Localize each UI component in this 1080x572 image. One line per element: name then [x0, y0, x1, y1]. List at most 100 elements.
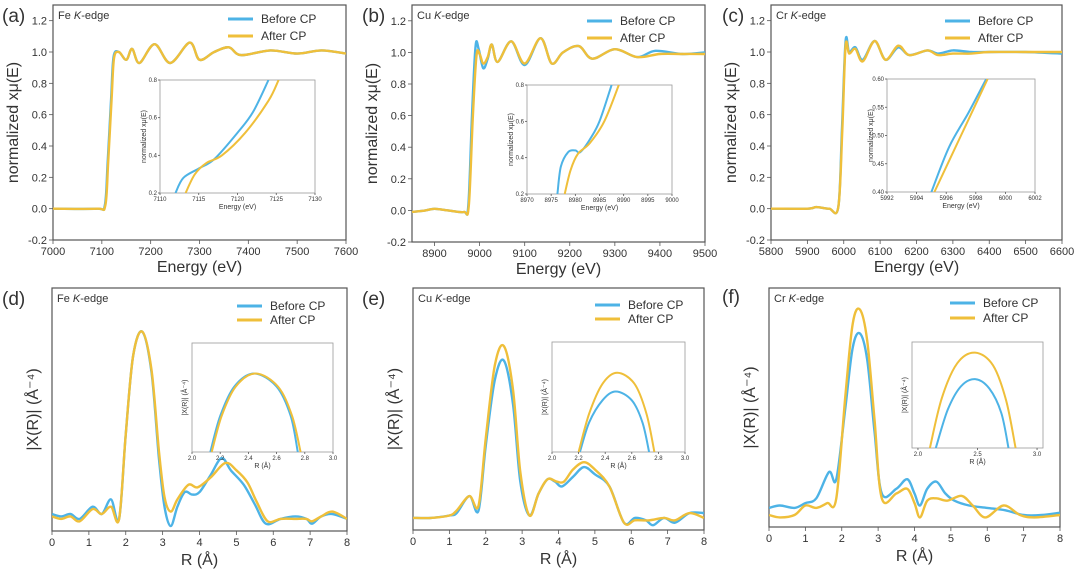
x-tick-label: 2.0	[188, 456, 197, 462]
x-tick-label: 6500	[1013, 246, 1037, 258]
x-tick-label: 9500	[693, 248, 717, 260]
y-tick-label: 0.8	[391, 79, 406, 91]
x-tick-label: 6	[628, 536, 634, 548]
x-tick-label: 5	[948, 533, 954, 545]
x-tick-label: 7200	[138, 246, 162, 258]
y-tick-label: 1.0	[750, 47, 765, 59]
y-axis-label: |X(R)| (Å⁻⁴)	[180, 379, 189, 415]
edge-suffix: -edge	[81, 10, 109, 22]
x-tick-label: 7100	[90, 246, 114, 258]
y-tick-label: 1.0	[391, 47, 406, 59]
panel-label: (b)	[362, 6, 385, 27]
edge-symbol: K	[74, 10, 82, 22]
x-axis-label: Energy (eV)	[219, 204, 256, 211]
x-tick-label: 6000	[999, 196, 1013, 202]
y-tick-label: 0.40	[872, 190, 884, 196]
x-tick-label: 2.6	[628, 456, 637, 462]
x-tick-label: 2	[839, 533, 845, 545]
x-tick-label: 3.0	[329, 456, 338, 462]
y-axis-label: |X(R)| (Å⁻⁴)	[540, 379, 549, 415]
x-tick-label: 7125	[270, 197, 284, 203]
y-tick-label: 0.6	[149, 116, 158, 122]
y-tick-label: -0.2	[746, 235, 765, 247]
x-tick-label: 2.4	[244, 456, 253, 462]
x-tick-label: 9000	[467, 248, 491, 260]
element-symbol: Cu	[418, 293, 432, 305]
x-tick-label: 4	[911, 533, 917, 545]
before-cp-series-line	[930, 79, 988, 192]
after-cp-series-line	[412, 37, 705, 216]
edge-symbol: K	[789, 293, 797, 305]
inset-plot: 8970 8975 8980 8985 8990 8995 9000 0.2 0.4 0.6 0.8…	[508, 83, 679, 212]
x-tick-label: 8975	[544, 198, 558, 204]
y-tick-label: 0.0	[391, 205, 406, 217]
x-axis-label: Energy (eV)	[516, 261, 601, 278]
y-tick-label: 0.8	[32, 78, 47, 90]
x-tick-label: 6600	[1050, 246, 1074, 258]
x-tick-label: 6	[270, 537, 276, 549]
x-tick-label: 3	[875, 533, 881, 545]
before-cp-series-line	[556, 85, 613, 194]
x-tick-label: 3.0	[1033, 452, 1042, 458]
x-tick-label: 5800	[759, 246, 783, 258]
element-symbol: Cr	[774, 293, 786, 305]
x-tick-label: 8	[344, 537, 350, 549]
element-symbol: Fe	[58, 10, 71, 22]
x-tick-label: 2.6	[272, 456, 281, 462]
element-symbol: Cr	[776, 10, 788, 22]
y-tick-label: 0.0	[32, 204, 47, 216]
y-tick-label: 0.6	[516, 119, 525, 125]
edge-label: Cr K-edge	[774, 293, 824, 305]
after-cp-series-line	[413, 343, 704, 526]
x-tick-label: 6	[984, 533, 990, 545]
edge-label: Cu K-edge	[417, 10, 470, 22]
panel-e: 0 1 2 3 4 5 6 7 8 R (Å) |X(R)| (Å⁻⁴) (e) Cu K-edge Bef…	[362, 287, 707, 568]
x-tick-label: 6200	[904, 246, 928, 258]
legend-label: After CP	[978, 31, 1023, 45]
x-tick-label: 7	[307, 537, 313, 549]
x-tick-label: 3.0	[681, 456, 690, 462]
inset-plot: 2.0 2.5 3.0 R (Å) |X(R)| (Å⁻⁴)	[900, 341, 1044, 466]
y-tick-label: 0.2	[391, 174, 406, 186]
y-tick-label: 0.6	[32, 110, 47, 122]
x-tick-label: 2.2	[574, 456, 583, 462]
x-axis-label: Energy (eV)	[581, 205, 618, 212]
x-tick-label: 7115	[192, 197, 206, 203]
x-tick-label: 1	[86, 537, 92, 549]
x-tick-label: 9100	[512, 248, 536, 260]
y-tick-label: 1.2	[32, 16, 47, 28]
x-axis-label: R (Å)	[540, 549, 577, 568]
edge-suffix: -edge	[442, 293, 470, 305]
panel-a: 7000 7100 7200 7300 7400 7500 7600 -0.2 0.0 0.2 0.…	[2, 4, 358, 276]
panel-label: (c)	[722, 6, 744, 27]
x-tick-label: 1	[446, 536, 452, 548]
x-tick-label: 7	[1021, 533, 1027, 545]
x-tick-label: 3	[519, 536, 525, 548]
panel-c: 5800 5900 6000 6100 6200 6300 6400 6500 6600 -0.2…	[722, 4, 1074, 276]
after-cp-series-line	[184, 80, 280, 193]
edge-label: Fe K-edge	[57, 293, 108, 305]
x-tick-label: 5	[592, 536, 598, 548]
x-tick-label: 7400	[236, 246, 260, 258]
after-cp-series-line	[577, 371, 656, 452]
y-tick-label: 0.2	[516, 192, 525, 198]
y-axis-label: normalized xμ(E)	[364, 63, 381, 184]
y-tick-label: 0.6	[750, 110, 765, 122]
after-cp-series-line	[52, 330, 347, 524]
edge-suffix: -edge	[441, 10, 469, 22]
y-axis-label: normalized xμ(E)	[723, 62, 740, 183]
x-axis-label: Energy (eV)	[942, 203, 979, 210]
x-tick-label: 1	[802, 533, 808, 545]
x-tick-label: 0	[49, 537, 55, 549]
x-tick-label: 6000	[832, 246, 856, 258]
inset-plot: 7110 7115 7120 7125 7130 0.2 0.4 0.6 0.8 Energy (…	[141, 78, 322, 211]
after-cp-series-line	[210, 372, 302, 452]
inset-frame	[551, 341, 686, 453]
y-tick-label: 0.0	[750, 204, 765, 216]
y-tick-label: -0.2	[28, 235, 47, 247]
